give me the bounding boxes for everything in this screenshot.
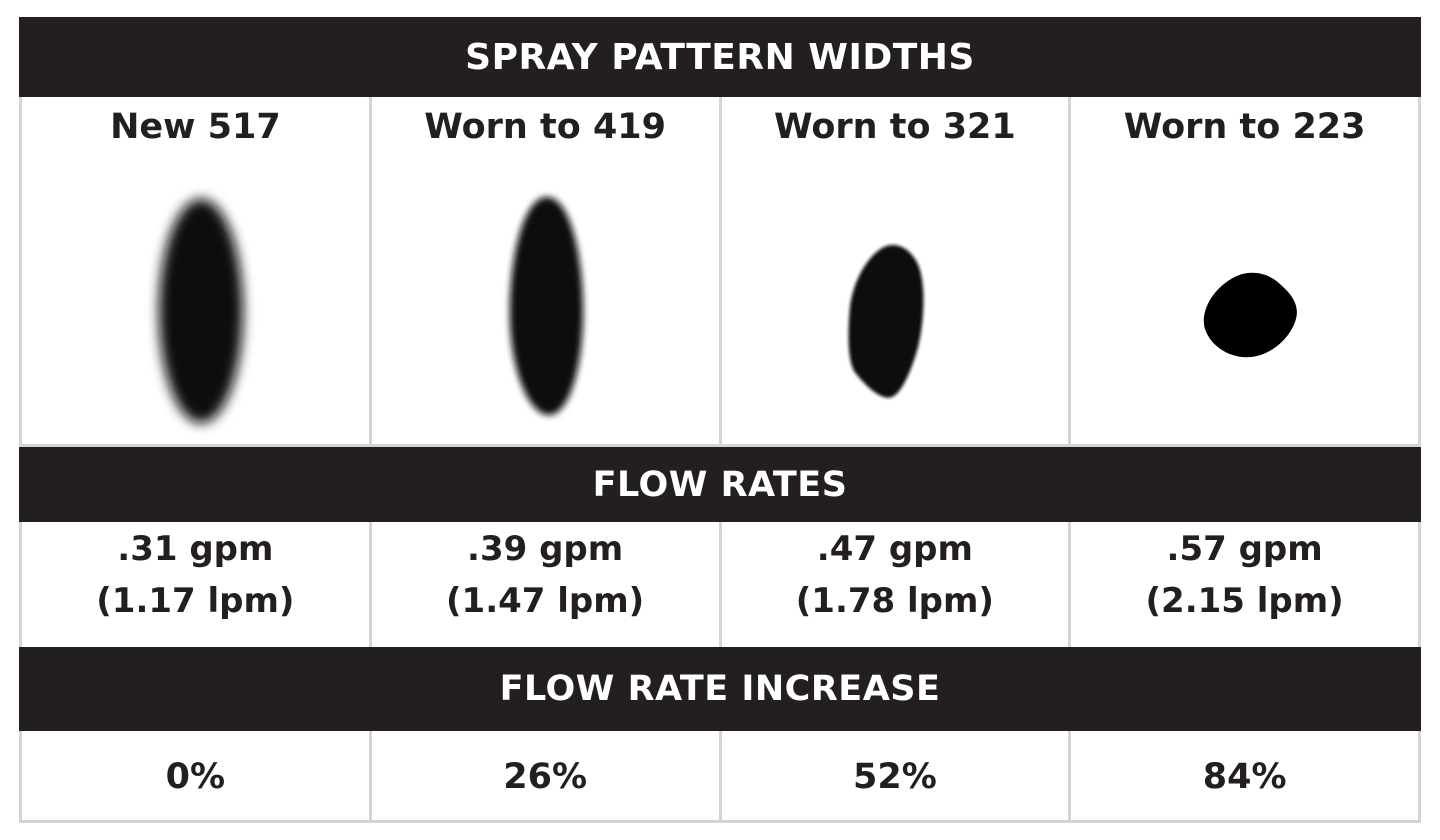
flow-rates-header: FLOW RATES xyxy=(19,447,1421,522)
increase-value: 84% xyxy=(1202,757,1287,797)
flow-rates-row: .31 gpm (1.17 lpm) .39 gpm (1.47 lpm) .4… xyxy=(19,522,1421,647)
pattern-cell-worn-223: Worn to 223 xyxy=(1071,97,1418,444)
flow-lpm: (1.47 lpm) xyxy=(446,581,645,621)
flow-gpm: .57 gpm xyxy=(1166,529,1323,569)
spray-pattern-widths-title: SPRAY PATTERN WIDTHS xyxy=(465,36,975,78)
flow-rate-increase-row: 0% 26% 52% 84% xyxy=(19,731,1421,823)
flow-rate-increase-title: FLOW RATE INCREASE xyxy=(499,669,941,709)
spray-pattern-new-517 xyxy=(159,199,243,423)
flow-rate-increase-header: FLOW RATE INCREASE xyxy=(19,647,1421,731)
increase-value: 26% xyxy=(503,757,588,797)
flow-cell-worn-419: .39 gpm (1.47 lpm) xyxy=(372,522,722,647)
flow-lpm: (2.15 lpm) xyxy=(1145,581,1344,621)
flow-cell-worn-223: .57 gpm (2.15 lpm) xyxy=(1071,522,1418,647)
pattern-cell-worn-321: Worn to 321 xyxy=(722,97,1072,444)
spray-pattern-worn-419 xyxy=(509,197,583,415)
pattern-title: New 517 xyxy=(110,107,281,147)
spray-pattern-worn-223 xyxy=(1204,272,1298,358)
pattern-title: Worn to 321 xyxy=(773,107,1016,147)
flow-lpm: (1.17 lpm) xyxy=(96,581,295,621)
spray-pattern-worn-321 xyxy=(848,245,923,398)
flow-gpm: .31 gpm xyxy=(117,529,274,569)
flow-gpm: .39 gpm xyxy=(467,529,624,569)
pattern-cell-new-517: New 517 xyxy=(22,97,372,444)
flow-lpm: (1.78 lpm) xyxy=(795,581,994,621)
increase-cell-new-517: 0% xyxy=(22,731,372,820)
pattern-title: Worn to 419 xyxy=(424,107,667,147)
spray-pattern-table: SPRAY PATTERN WIDTHS New 517 Worn to 419 xyxy=(19,17,1421,823)
spray-pattern-row: New 517 Worn to 419 xyxy=(19,97,1421,447)
pattern-title: Worn to 223 xyxy=(1123,107,1366,147)
increase-value: 0% xyxy=(165,757,226,797)
increase-cell-worn-321: 52% xyxy=(722,731,1072,820)
increase-cell-worn-419: 26% xyxy=(372,731,722,820)
flow-gpm: .47 gpm xyxy=(816,529,973,569)
pattern-cell-worn-419: Worn to 419 xyxy=(372,97,722,444)
flow-rates-title: FLOW RATES xyxy=(592,464,848,505)
increase-value: 52% xyxy=(852,757,937,797)
spray-pattern-widths-header: SPRAY PATTERN WIDTHS xyxy=(19,17,1421,97)
flow-cell-worn-321: .47 gpm (1.78 lpm) xyxy=(722,522,1072,647)
increase-cell-worn-223: 84% xyxy=(1071,731,1418,820)
flow-cell-new-517: .31 gpm (1.17 lpm) xyxy=(22,522,372,647)
